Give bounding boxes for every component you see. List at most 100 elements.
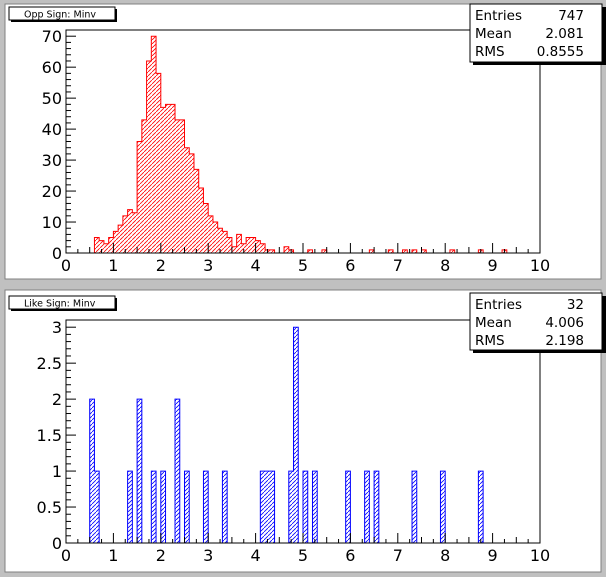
- histogram-bin: [250, 237, 256, 253]
- stats-box: Entries 32 Mean 4.006 RMS 2.198: [469, 292, 606, 353]
- histogram-bin: [269, 249, 275, 253]
- histogram-like-sign: [89, 326, 484, 543]
- histogram-bin: [269, 471, 275, 543]
- histogram-title: Like Sign: Minv: [24, 299, 96, 310]
- stats-label-rms: RMS: [475, 333, 505, 349]
- y-tick-label: 2: [52, 390, 62, 409]
- stats-value-mean: 4.006: [545, 315, 584, 331]
- stats-label-entries: Entries: [475, 8, 522, 24]
- x-tick-label: 4: [251, 256, 261, 275]
- histogram-outline: [89, 326, 484, 543]
- histogram-bin: [303, 471, 308, 543]
- histogram-bin: [127, 471, 133, 543]
- histogram-bin: [203, 203, 209, 253]
- stats-box: Entries 747 Mean 2.081 RMS 0.8555: [469, 3, 606, 65]
- histogram-bin: [402, 249, 408, 253]
- histogram-bin: [449, 249, 455, 253]
- x-tick-label: 1: [108, 256, 118, 275]
- histogram-bin: [179, 119, 185, 253]
- histogram-bin: [260, 243, 266, 253]
- x-tick-label: 6: [345, 256, 355, 275]
- histogram-bin: [108, 237, 114, 253]
- histogram-bin: [421, 249, 427, 253]
- y-tick-label: 70: [42, 27, 62, 46]
- histogram-bin: [141, 119, 147, 253]
- histogram-bin: [246, 237, 251, 253]
- x-tick-label: 0: [61, 256, 71, 275]
- histogram-bin: [151, 36, 157, 253]
- histogram-bin: [118, 225, 123, 253]
- histogram-bin: [321, 249, 327, 253]
- histogram-bin: [231, 246, 237, 253]
- histogram-bin: [412, 249, 417, 253]
- histogram-bin: [212, 222, 218, 253]
- histogram-bin: [288, 471, 294, 543]
- stats-value-rms: 2.198: [545, 333, 584, 349]
- histogram-bin: [151, 471, 157, 543]
- histogram-bin: [284, 246, 289, 253]
- histogram-bin: [94, 471, 100, 543]
- histogram-bin: [345, 471, 351, 543]
- x-tick-label: 2: [156, 256, 166, 275]
- x-tick-label: 10: [530, 546, 550, 565]
- stats-value-entries: 747: [558, 8, 584, 24]
- stats-value-rms: 0.8555: [537, 44, 584, 60]
- histogram-bin: [227, 237, 232, 253]
- x-tick-label: 7: [393, 256, 403, 275]
- pad-opp-sign[interactable]: 0 1 2 3 4 5 6 7 8 9 10 0 10 20 30 40 50 60 70 Opp Sign: M…: [4, 3, 606, 280]
- histogram-bin: [236, 234, 242, 253]
- histogram-bin: [388, 249, 394, 253]
- pad-like-sign[interactable]: 0 1 2 3 4 5 6 7 8 9 10 0 0.5 1 1.5 2 2.5 3 Like Sign: Mi…: [4, 289, 606, 573]
- histogram-bin: [478, 471, 484, 543]
- histogram-bin: [241, 243, 247, 253]
- stats-label-rms: RMS: [475, 44, 505, 60]
- histogram-bin: [137, 399, 142, 543]
- y-tick-label: 60: [42, 58, 62, 77]
- histogram-bin: [184, 471, 190, 543]
- y-tick-label: 50: [42, 89, 62, 108]
- y-tick-label: 2.5: [37, 354, 62, 373]
- x-axis-like-sign: 0 1 2 3 4 5 6 7 8 9 10: [61, 533, 550, 565]
- histogram-bin: [99, 240, 104, 253]
- histogram-bin: [364, 471, 370, 543]
- histogram-bin: [217, 228, 223, 253]
- histogram-bin: [369, 249, 375, 253]
- y-tick-label: 0.5: [37, 498, 62, 517]
- x-tick-label: 10: [530, 256, 550, 275]
- y-tick-label: 0: [52, 534, 62, 553]
- y-tick-label: 30: [42, 151, 62, 170]
- x-tick-label: 3: [203, 256, 213, 275]
- histogram-bin: [255, 240, 261, 253]
- plot-frame: [65, 29, 541, 254]
- x-tick-label: 1: [108, 546, 118, 565]
- histogram-bin: [312, 471, 318, 543]
- x-tick-label: 5: [298, 256, 308, 275]
- histogram-bin: [222, 231, 228, 253]
- histogram-bin: [412, 471, 417, 543]
- x-tick-label: 4: [251, 546, 261, 565]
- histogram-bin: [260, 471, 266, 543]
- histogram-bin: [293, 327, 299, 543]
- x-tick-label: 8: [440, 256, 450, 275]
- histogram-bin: [208, 215, 213, 253]
- stats-value-entries: 32: [567, 297, 584, 313]
- histogram-bin: [265, 471, 270, 543]
- histogram-bin: [127, 209, 133, 253]
- histogram-bin: [122, 215, 128, 253]
- y-tick-label: 20: [42, 182, 62, 201]
- y-tick-label: 1: [52, 462, 62, 481]
- y-axis-opp-sign: 0 10 20 30 40 50 60 70: [42, 27, 76, 263]
- histogram-bin: [184, 147, 190, 253]
- histogram-bin: [175, 119, 180, 253]
- histogram-bin: [222, 471, 228, 543]
- histogram-bin: [203, 471, 209, 543]
- y-tick-label: 40: [42, 120, 62, 139]
- histogram-bin: [440, 471, 446, 543]
- stats-value-mean: 2.081: [545, 26, 584, 42]
- y-tick-label: 10: [42, 213, 62, 232]
- histogram-bin: [103, 243, 109, 253]
- stats-label-mean: Mean: [475, 315, 512, 331]
- x-tick-label: 2: [156, 546, 166, 565]
- histogram-bin: [374, 471, 379, 543]
